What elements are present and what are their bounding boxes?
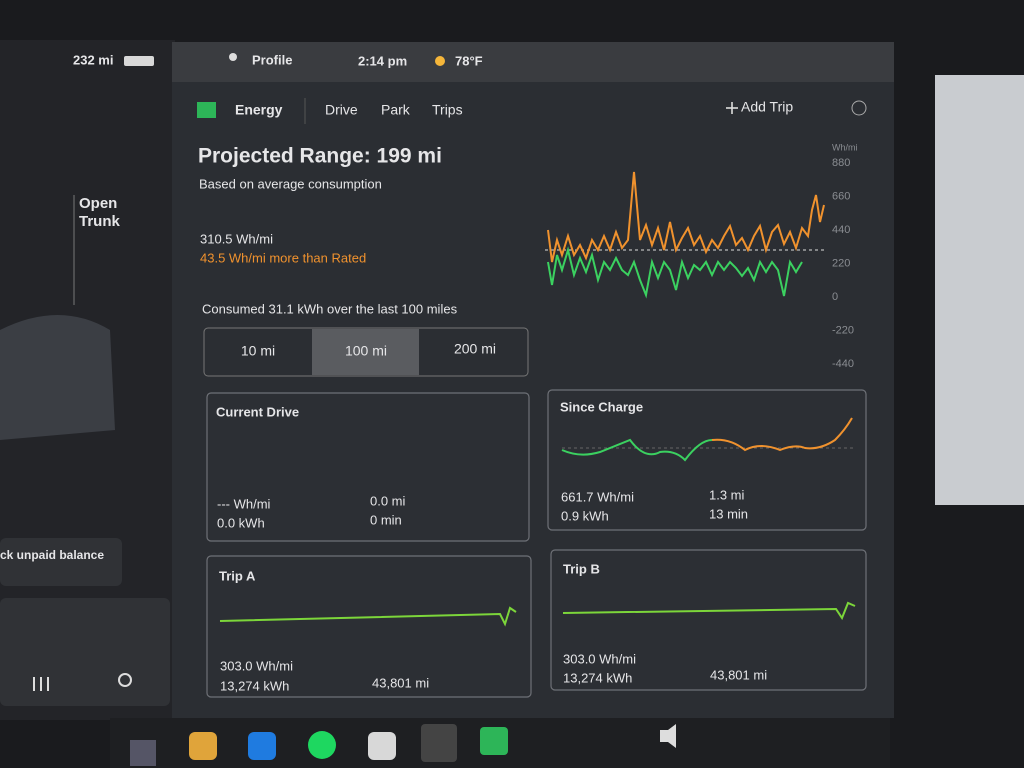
card-trace	[562, 601, 856, 621]
card-trace-orange	[711, 417, 853, 452]
chart-tick-label: 660	[832, 190, 850, 202]
chart-tick-label: 0	[832, 291, 838, 303]
card-rate: 303.0 Wh/mi	[220, 658, 293, 673]
range-selected	[312, 329, 419, 375]
temperature: 78°F	[455, 53, 483, 68]
card-time: 0 min	[370, 512, 402, 527]
chart-tick-label: 440	[832, 224, 850, 236]
card-energy: 13,274 kWh	[563, 670, 632, 685]
range-option[interactable]: 200 mi	[454, 341, 496, 357]
card-title: Since Charge	[560, 399, 643, 414]
card-trace	[219, 606, 517, 627]
clock: 2:14 pm	[358, 53, 407, 68]
regen-trace	[547, 246, 803, 299]
tab[interactable]: Park	[381, 102, 411, 118]
rate-delta: 43.5 Wh/mi more than Rated	[200, 250, 366, 265]
consumed: Consumed 31.1 kWh over the last 100 mile…	[202, 301, 458, 316]
toybox-icon[interactable]	[421, 724, 457, 762]
energy-app-icon[interactable]	[480, 727, 508, 755]
balance-text[interactable]: ck unpaid balance	[0, 548, 104, 562]
average-rate: 310.5 Wh/mi	[200, 231, 273, 246]
card[interactable]	[550, 549, 867, 691]
chart-unit: Wh/mi	[832, 142, 858, 152]
chart-tick-label: 880	[832, 157, 850, 169]
app-icon[interactable]	[189, 732, 217, 760]
app-icon[interactable]	[130, 740, 156, 766]
tab[interactable]: Drive	[325, 102, 358, 118]
card-distance: 0.0 mi	[370, 493, 406, 508]
range-option[interactable]: 100 mi	[345, 343, 387, 359]
card[interactable]	[206, 392, 530, 542]
sliders-icon[interactable]	[33, 677, 49, 691]
car-image	[0, 315, 115, 440]
card-energy: 0.0 kWh	[217, 515, 265, 530]
sun-icon	[435, 56, 445, 66]
card-title: Current Drive	[216, 404, 299, 419]
range-selector	[203, 327, 529, 377]
projected-range: Projected Range: 199 mi	[198, 145, 442, 168]
open-label[interactable]: Open	[79, 195, 117, 212]
card-rate: 661.7 Wh/mi	[561, 489, 634, 504]
balance-pill[interactable]	[0, 538, 122, 586]
battery-icon	[124, 56, 154, 66]
tab[interactable]: Trips	[432, 102, 463, 118]
card-rate: 303.0 Wh/mi	[563, 651, 636, 666]
card-odometer: 43,801 mi	[372, 675, 429, 690]
media-icon[interactable]	[368, 732, 396, 760]
card-title: Trip A	[219, 568, 256, 583]
card-title: Trip B	[563, 561, 600, 576]
usage-trace	[547, 171, 825, 263]
card-time: 13 min	[709, 506, 748, 521]
chart-ticks: 880 660 440 220 0 -220 -440	[832, 157, 854, 370]
card[interactable]	[547, 389, 867, 531]
controls-card	[0, 598, 170, 706]
chart-tick-label: -220	[832, 324, 854, 336]
card-rate: --- Wh/mi	[217, 496, 271, 511]
chart-tick-label: 220	[832, 257, 850, 269]
window	[935, 75, 1024, 505]
chart-tick-label: -440	[832, 358, 854, 370]
card-distance: 1.3 mi	[709, 487, 745, 502]
profile-icon	[229, 53, 237, 61]
bluetooth-icon[interactable]	[248, 732, 276, 760]
card-energy: 0.9 kWh	[561, 508, 609, 523]
card-trace-green	[561, 438, 713, 462]
spotify-icon[interactable]	[308, 731, 336, 759]
trunk-label[interactable]: Trunk	[79, 213, 120, 230]
card-energy: 13,274 kWh	[220, 678, 289, 693]
status-bar	[172, 42, 894, 82]
card-odometer: 43,801 mi	[710, 667, 767, 682]
volume-icon[interactable]	[660, 724, 676, 748]
range: 232 mi	[73, 52, 113, 67]
card[interactable]	[206, 555, 532, 698]
range-option[interactable]: 10 mi	[241, 343, 275, 359]
subtitle: Based on average consumption	[199, 176, 382, 191]
add-trip[interactable]: Add Trip	[741, 99, 793, 115]
energy-icon	[197, 102, 216, 118]
plus-icon[interactable]	[726, 102, 738, 114]
tab[interactable]: Energy	[235, 102, 283, 118]
search-icon[interactable]	[118, 673, 132, 687]
profile[interactable]: Profile	[252, 52, 292, 67]
info-icon[interactable]	[851, 100, 867, 116]
